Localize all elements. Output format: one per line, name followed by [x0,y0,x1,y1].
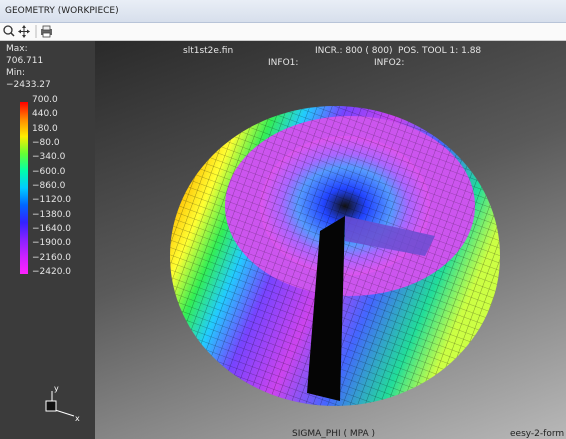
legend-label: −1380.0 [32,209,72,220]
info2: INFO2: [374,58,405,68]
legend-label: 440.0 [32,109,58,120]
info1: INFO1: [268,58,299,68]
print-button[interactable] [41,25,52,38]
axis-triad: y x [45,384,80,423]
variable-name: SIGMA_PHI ( MPA ) [292,429,375,439]
legend-label: −340.0 [32,152,66,163]
legend-label: −1900.0 [32,238,72,249]
min-label: Min: [6,68,26,78]
toolbar [0,23,566,41]
toolbar-icons [3,25,52,38]
viewport: slt1st2e.fin INCR.: 800 ( 800) POS. TOOL… [95,41,566,439]
color-scale [20,102,28,274]
max-label: Max: [6,44,28,54]
legend-label: −860.0 [32,181,66,191]
max-value: 706.711 [6,56,44,66]
model-render [170,106,500,406]
pan-button[interactable] [18,25,30,38]
min-value: −2433.27 [6,80,51,90]
window-title: GEOMETRY (WORKPIECE) [5,6,119,16]
increment: INCR.: 800 ( 800) [315,46,393,56]
legend-label: −80.0 [32,138,60,148]
legend-label: −1120.0 [32,195,72,206]
zoom-button[interactable] [3,25,15,37]
legend-label: −2420.0 [32,267,72,277]
legend-label: −600.0 [32,166,66,177]
file-name: slt1st2e.fin [183,46,234,56]
legend-label: 700.0 [32,95,58,105]
axis-y-label: y [54,384,59,393]
tool-position: POS. TOOL 1: 1.88 [398,46,482,56]
legend-label: −1640.0 [32,224,72,234]
legend-label: 180.0 [32,123,58,134]
software-name: eesy-2-form [510,429,565,439]
title-bar: GEOMETRY (WORKPIECE) [0,0,566,23]
axis-x-label: x [75,414,80,423]
legend-label: −2160.0 [32,252,72,263]
info-panel: Max: 706.711 Min: −2433.27 700.0 440.0 180… [0,41,95,439]
